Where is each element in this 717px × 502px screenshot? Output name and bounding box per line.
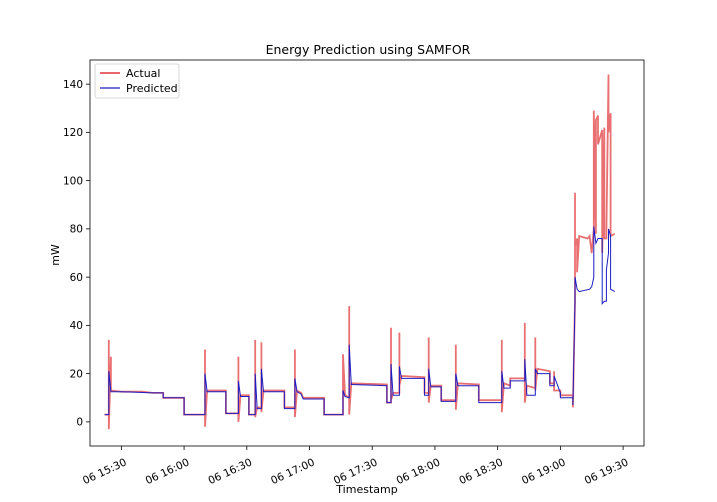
x-tick-label: 06 15:30 [81,456,129,487]
x-axis: 06 15:30 06 16:00 06 16:30 06 17:00 06 17:30… [81,446,630,487]
y-axis-label: mW [49,244,62,266]
y-tick-label: 0 [76,417,83,429]
series-line-actual [104,74,616,430]
x-tick-label: 06 19:00 [520,456,568,487]
y-tick-label: 60 [70,272,83,284]
y-tick-label: 100 [63,175,83,187]
y-axis: 0 20 40 60 80 100 120 140 [63,79,90,429]
plot-area [89,59,645,447]
plot-frame [89,59,645,447]
series-line-predicted [104,226,615,416]
legend-label-predicted: Predicted [126,82,178,95]
x-tick-label: 06 16:00 [144,456,192,487]
x-tick-label: 06 19:30 [583,456,631,487]
y-tick-label: 120 [63,127,83,139]
legend-label-actual: Actual [126,67,160,80]
chart-title: Energy Prediction using SAMFOR [266,42,471,57]
y-tick-label: 140 [63,79,83,91]
legend: Actual Predicted [94,63,180,99]
y-tick-label: 40 [70,320,83,332]
x-tick-label: 06 17:00 [269,456,317,487]
y-tick-label: 20 [70,368,83,380]
y-tick-label: 80 [70,224,83,236]
x-tick-label: 06 18:00 [395,456,443,487]
x-axis-label: Timestamp [335,483,397,496]
x-tick-label: 06 16:30 [206,456,254,487]
x-tick-label: 06 18:30 [457,456,505,487]
series-layer [104,74,616,430]
